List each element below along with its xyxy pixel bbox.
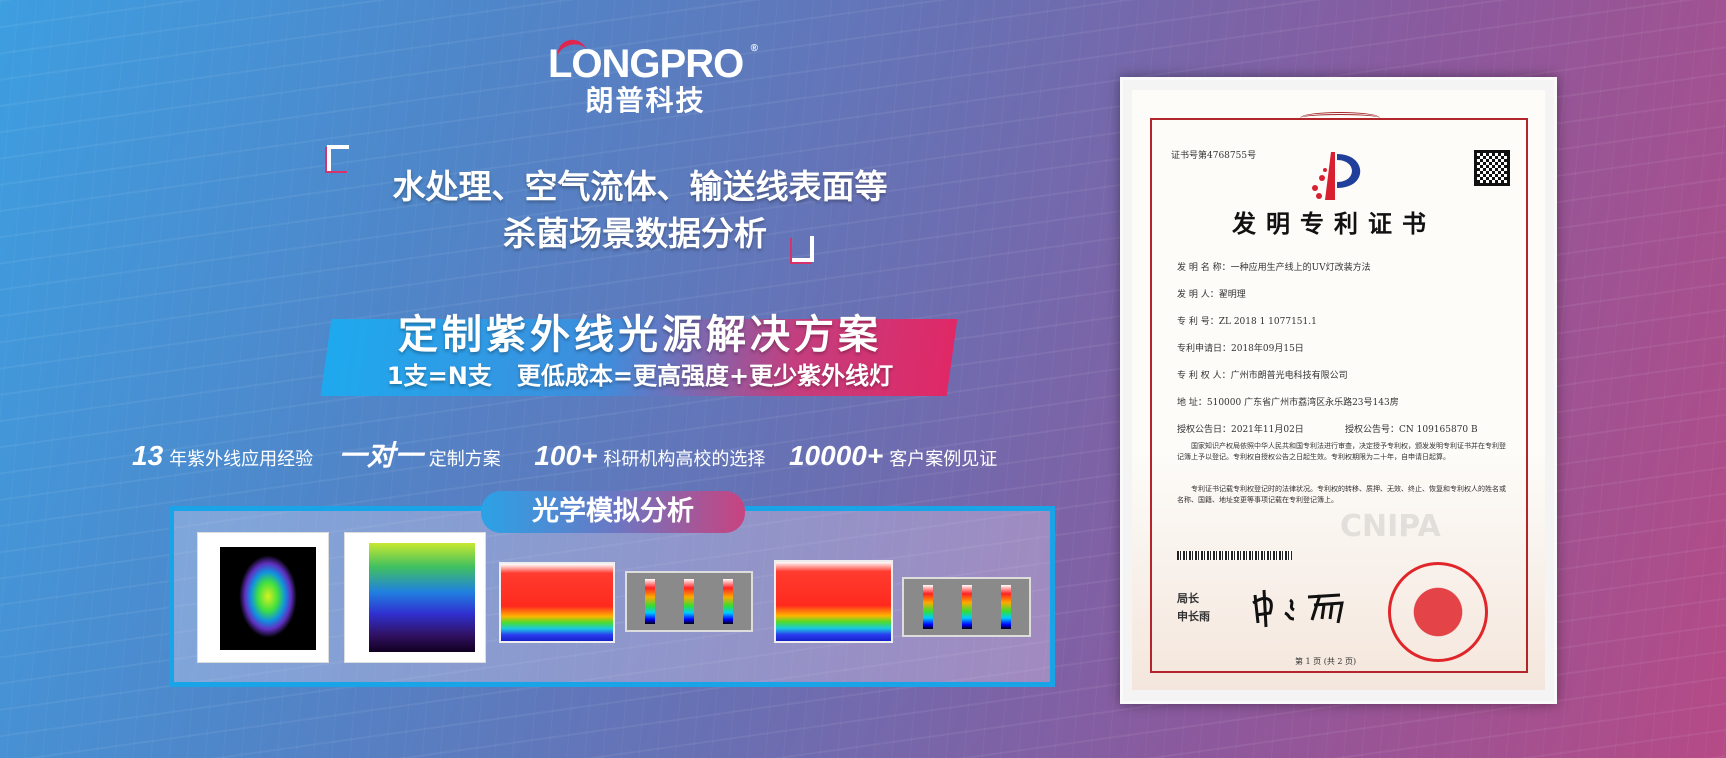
cnipa-emblem-icon (1312, 152, 1361, 200)
bracket-close (792, 236, 814, 262)
colorbar (1000, 585, 1011, 629)
brand-name-en: LONGPRO (548, 42, 744, 86)
simulation-image-spot (197, 532, 329, 663)
page-number: 第 1 页 (共 2 页) (1295, 657, 1357, 666)
heatmap-image-2 (774, 560, 893, 643)
certificate-paragraph-2: 专利证书记载专利权登记时的法律状况。专利权的转移、质押、无效、终止、恢复和专利权… (1177, 485, 1506, 504)
grant-date: 授权公告日：2021年11月02日 (1177, 425, 1304, 435)
certificate-number: 证书号第4768755号 (1171, 151, 1257, 161)
stat-label: 科研机构高校的选择 (603, 449, 766, 470)
field-filing-date: 专利申请日：2018年09月15日 (1177, 344, 1304, 354)
colorbar (722, 579, 733, 624)
heatmap-image-1 (499, 562, 615, 643)
brand-logo: LONGPRO ® 朗普科技 (548, 42, 758, 118)
certificate-paragraph-1: 国家知识产权局依照中华人民共和国专利法进行审查，决定授予专利权，颁发发明专利证书… (1177, 442, 1506, 461)
stat-value: 一对一 (338, 440, 423, 471)
barcode (1177, 551, 1292, 560)
stat-label: 定制方案 (428, 449, 501, 470)
stat-value: 100+ (534, 440, 598, 471)
optics-title: 光学模拟分析 (481, 491, 745, 533)
colorbar (961, 585, 972, 629)
brand-name-cn: 朗普科技 (585, 84, 706, 117)
solution-subtitle: 1支=N支 更低成本=更高强度+更少紫外线灯 (386, 362, 894, 390)
certificate-title: 发明专利证书 (1232, 209, 1436, 238)
ornament (1300, 112, 1380, 124)
bracket-open (327, 145, 349, 171)
field-invention-name: 发 明 名 称：一种应用生产线上的UV灯改装方法 (1177, 263, 1371, 273)
colorbar (645, 579, 656, 624)
qr-code (1474, 150, 1510, 186)
grant-number: 授权公告号：CN 109165870 B (1345, 425, 1478, 435)
headline-line1: 水处理、空气流体、输送线表面等 (392, 167, 888, 206)
colorbar (922, 585, 933, 629)
stat-label: 客户案例见证 (889, 449, 998, 470)
field-inventor: 发 明 人：翟明理 (1177, 290, 1246, 300)
solution-title: 定制紫外线光源解决方案 (398, 312, 882, 358)
field-patent-number: 专 利 号：ZL 2018 1 1077151.1 (1177, 317, 1317, 327)
official-seal (1388, 562, 1488, 662)
watermark: CNIPA (1340, 509, 1441, 544)
field-patentee: 专 利 权 人：广州市朗普光电科技有限公司 (1177, 371, 1348, 381)
director-title: 局长 (1177, 592, 1199, 605)
stats-row: 13 年紫外线应用经验 一对一 定制方案 100+ 科研机构高校的选择 10000+ 客… (132, 434, 1007, 474)
colorbar (683, 579, 694, 624)
headline-line2: 杀菌场景数据分析 (503, 214, 767, 253)
stat-value: 13 (132, 440, 164, 471)
registered-mark: ® (750, 43, 758, 54)
field-address: 地 址：510000 广东省广州市荔湾区永乐路23号143房 (1177, 398, 1399, 408)
colorbar-legend-1 (625, 571, 753, 632)
simulation-image-field (344, 532, 486, 663)
stat-value: 10000+ (788, 440, 884, 471)
director-name: 申长雨 (1177, 610, 1210, 623)
stat-label: 年紫外线应用经验 (169, 449, 314, 470)
colorbar-legend-2 (902, 577, 1031, 637)
signature (1252, 589, 1344, 628)
